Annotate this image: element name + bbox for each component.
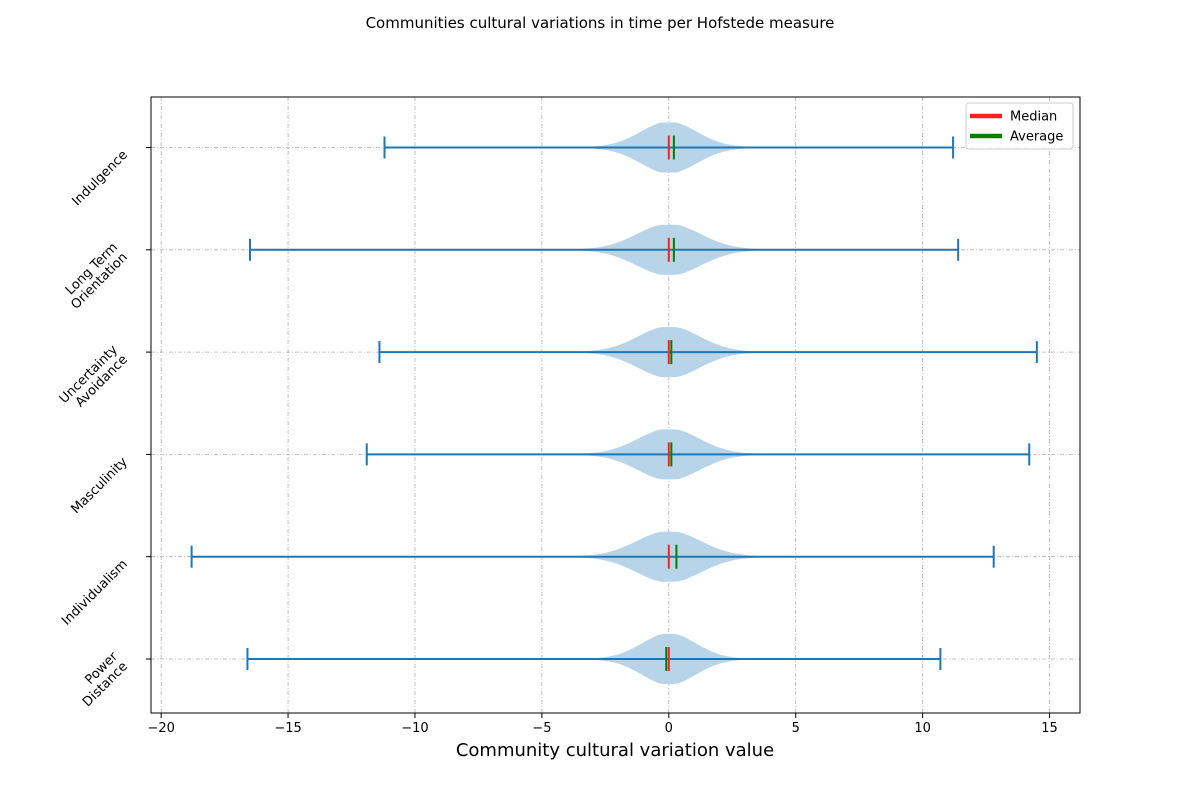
legend-label-average: Average bbox=[1010, 130, 1063, 145]
y-tick-label: Indulgence bbox=[69, 148, 130, 209]
x-tick-label: 15 bbox=[1041, 721, 1058, 736]
y-tick-label-line: Masculinity bbox=[68, 454, 131, 517]
y-tick-label-line: Individualism bbox=[59, 557, 131, 629]
x-tick-label: 10 bbox=[914, 721, 931, 736]
x-tick-label: 5 bbox=[792, 721, 800, 736]
y-tick-label: Masculinity bbox=[68, 454, 131, 517]
legend: Median Average bbox=[965, 102, 1074, 150]
x-axis-label: Community cultural variation value bbox=[456, 740, 774, 761]
plot-frame bbox=[150, 96, 1081, 714]
chart-title: Communities cultural variations in time … bbox=[366, 14, 835, 32]
x-axis: −20 −15 −10 −5 0 5 10 15 bbox=[147, 713, 1058, 736]
y-tick-label: Long TermOrientation bbox=[58, 240, 130, 312]
y-axis: PowerDistance Individualism Masculinity Unc… bbox=[57, 147, 151, 710]
y-tick-label: UncertaintyAvoidance bbox=[57, 342, 131, 416]
x-tick-label: 0 bbox=[665, 721, 673, 736]
y-tick-label-line: Indulgence bbox=[69, 148, 130, 209]
legend-label-median: Median bbox=[1010, 110, 1057, 125]
x-tick-label: −15 bbox=[274, 721, 301, 736]
violins bbox=[190, 122, 1038, 684]
x-tick-label: −20 bbox=[147, 721, 174, 736]
x-tick-label: −5 bbox=[532, 721, 551, 736]
y-tick-label: Individualism bbox=[59, 557, 131, 629]
y-tick-label: PowerDistance bbox=[70, 649, 131, 710]
x-tick-label: −10 bbox=[401, 721, 428, 736]
grid bbox=[151, 97, 1080, 713]
